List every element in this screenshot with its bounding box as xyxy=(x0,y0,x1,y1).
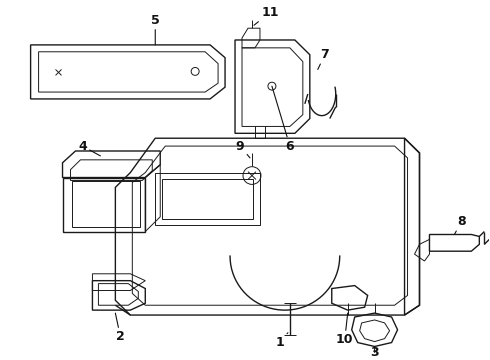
Text: 1: 1 xyxy=(275,333,288,349)
Text: 7: 7 xyxy=(318,48,329,69)
Text: 5: 5 xyxy=(151,14,160,45)
Text: 8: 8 xyxy=(454,215,466,234)
Text: 11: 11 xyxy=(254,6,279,25)
Text: 9: 9 xyxy=(236,140,250,158)
Text: 4: 4 xyxy=(78,140,100,156)
Text: 10: 10 xyxy=(336,313,353,346)
Text: 3: 3 xyxy=(370,346,379,359)
Text: 2: 2 xyxy=(115,313,125,343)
Text: 6: 6 xyxy=(272,86,294,153)
